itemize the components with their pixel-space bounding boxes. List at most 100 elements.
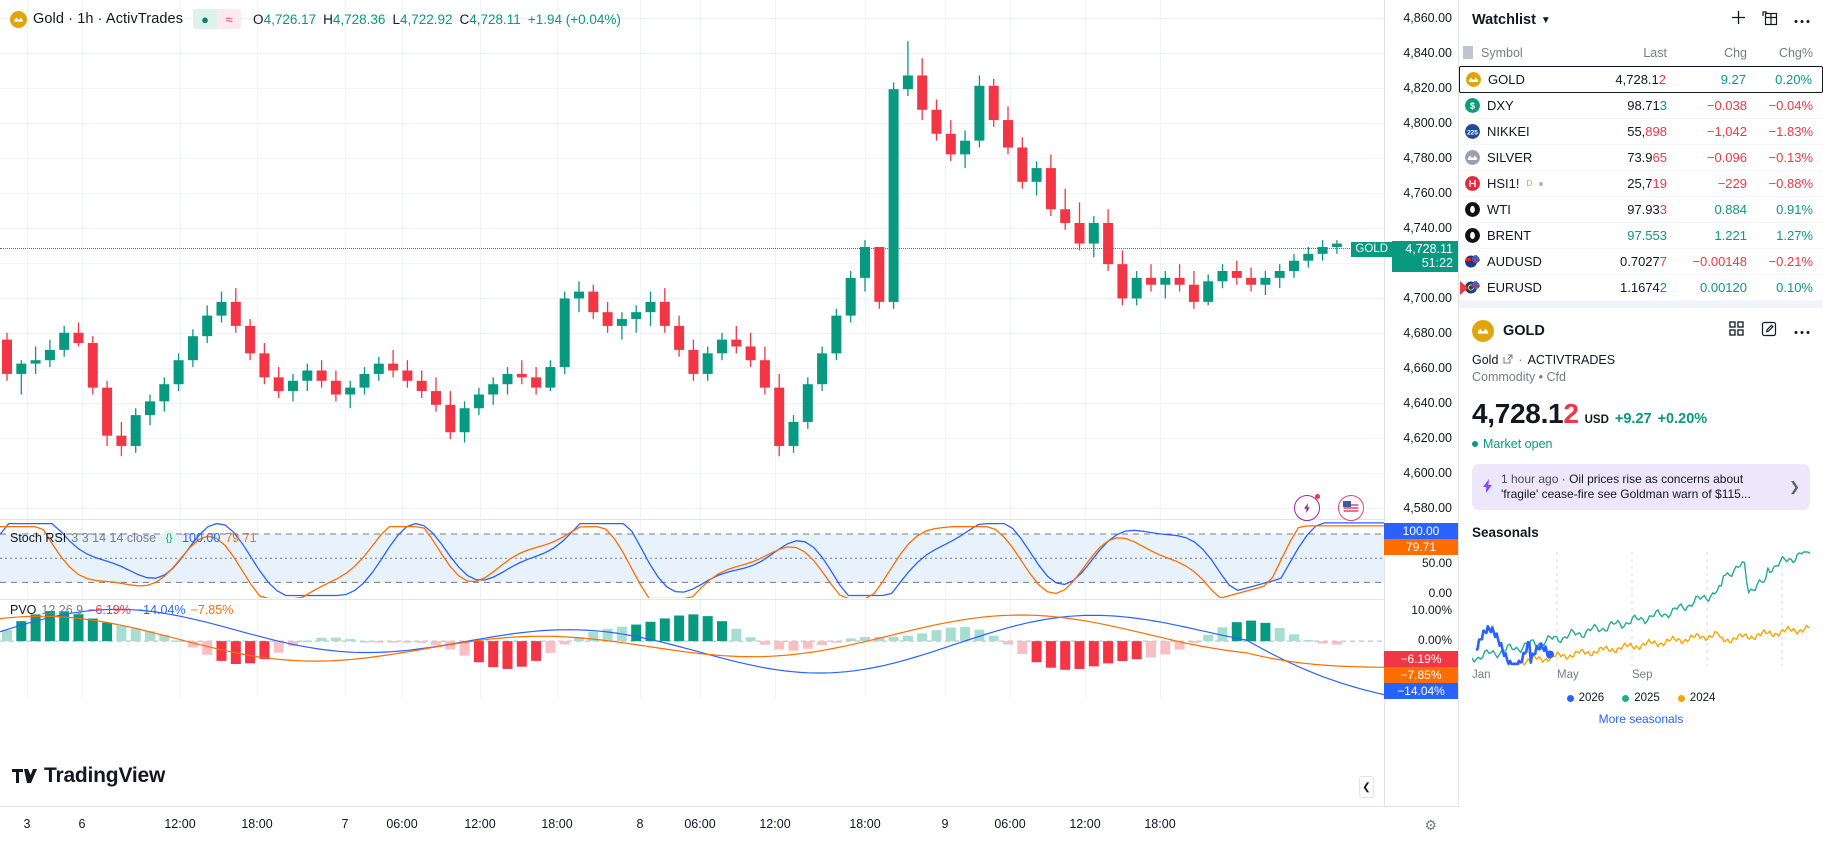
row-symbol-cell: GOLD bbox=[1466, 72, 1588, 87]
grid-line-h bbox=[0, 158, 1384, 159]
symbol-type: Commodity • Cfd bbox=[1472, 370, 1566, 384]
row-symbol-label: GOLD bbox=[1488, 72, 1525, 87]
current-price-tag[interactable]: GOLD 4,728.11 51:22 bbox=[1351, 241, 1458, 272]
row-chg-cell: −0.038 bbox=[1706, 98, 1747, 113]
add-symbol-icon[interactable] bbox=[1731, 10, 1746, 30]
pvo-series bbox=[0, 608, 1385, 696]
time-tick: 06:00 bbox=[684, 817, 716, 831]
row-last-cell: 1.16742 bbox=[1620, 280, 1667, 295]
row-symbol-cell: SILVER bbox=[1465, 150, 1589, 165]
row-chg-cell: −0.00148 bbox=[1692, 254, 1747, 269]
grid-line-h bbox=[0, 123, 1384, 124]
main-price-pane[interactable] bbox=[0, 0, 1385, 518]
pvo-scale-tag-619: −6.19% bbox=[1384, 651, 1458, 667]
gear-icon[interactable]: ⚙ bbox=[1424, 817, 1437, 833]
symbol-change-abs: +9.27 bbox=[1614, 411, 1652, 427]
column-symbol[interactable]: Symbol bbox=[1481, 45, 1523, 60]
watchlist-row-audusd[interactable]: AUDUSD 0.70277 −0.00148 −0.21% bbox=[1459, 249, 1823, 275]
more-options-icon[interactable] bbox=[1794, 11, 1810, 29]
stoch-rsi-legend[interactable]: Stoch RSI 3 3 14 14 close {} 100.00 79.7… bbox=[10, 530, 257, 546]
time-axis[interactable]: 3 6 12:00 18:00 7 06:00 12:00 18:00 8 06:00 12:00 1… bbox=[0, 806, 1459, 842]
source-code-icon[interactable]: {} bbox=[161, 530, 178, 546]
price-tick: 4,860.00 bbox=[1403, 11, 1452, 25]
watchlist-row-eurusd[interactable]: EURUSD 1.16742 0.00120 0.10% bbox=[1459, 275, 1823, 301]
layout-icon[interactable] bbox=[1762, 10, 1778, 31]
time-tick: 18:00 bbox=[1144, 817, 1176, 831]
grid-view-icon[interactable] bbox=[1729, 321, 1744, 341]
candle-style-icon[interactable]: ● bbox=[193, 9, 218, 29]
silver-icon bbox=[1465, 150, 1480, 165]
price-tick: 4,640.00 bbox=[1403, 396, 1452, 410]
svg-text:$: $ bbox=[1470, 101, 1475, 111]
chevron-down-icon[interactable]: ▼ bbox=[1540, 14, 1551, 26]
chart-area[interactable]: GOLD 4,728.11 51:22 Gold · 1h · ActivTra… bbox=[0, 0, 1459, 842]
chart-float-buttons[interactable] bbox=[1294, 494, 1364, 521]
price-tick: 4,620.00 bbox=[1403, 431, 1452, 445]
external-link-icon[interactable] bbox=[1503, 353, 1513, 367]
chart-legend[interactable]: Gold · 1h · ActivTrades ● ≈ O4,726.17 H4… bbox=[10, 9, 621, 29]
seasonals-legend-item-2024[interactable]: 2024 bbox=[1677, 692, 1715, 704]
symbol-info-panel: GOLD Gold · bbox=[1459, 308, 1823, 451]
brent-icon bbox=[1465, 228, 1480, 243]
watchlist-rows: GOLD 4,728.12 9.27 0.20% $ DXY 98.713 −0.038 −0.… bbox=[1459, 66, 1823, 301]
edit-icon[interactable] bbox=[1761, 321, 1777, 342]
row-chgp-cell: −1.83% bbox=[1768, 124, 1813, 139]
alert-lightning-icon[interactable] bbox=[1294, 494, 1320, 521]
news-card[interactable]: 1 hour ago · Oil prices rise as concerns… bbox=[1472, 464, 1810, 510]
pvo-legend[interactable]: PVO 12 26 9 −6.19% −14.04% −7.85% bbox=[10, 603, 233, 617]
pvo-hist-value: −14.04% bbox=[135, 603, 186, 617]
watchlist-row-wti[interactable]: WTI 97.933 0.884 0.91% bbox=[1459, 197, 1823, 223]
more-options-icon[interactable] bbox=[1794, 322, 1810, 340]
us-flag-icon[interactable] bbox=[1338, 495, 1364, 521]
column-last[interactable]: Last bbox=[1643, 45, 1667, 60]
time-tick: 06:00 bbox=[994, 817, 1026, 831]
row-chgp-cell: −0.88% bbox=[1768, 176, 1813, 191]
time-tick: 9 bbox=[941, 817, 949, 831]
watchlist-row-brent[interactable]: BRENT 97.553 1.221 1.27% bbox=[1459, 223, 1823, 249]
row-symbol-label: HSI1! bbox=[1487, 176, 1520, 191]
seasonals-legend-item-2026[interactable]: 2026 bbox=[1566, 692, 1604, 704]
watchlist-row-gold[interactable]: GOLD 4,728.12 9.27 0.20% bbox=[1459, 66, 1823, 93]
price-scale[interactable]: 4,860.00 4,840.00 4,820.00 4,800.00 4,780.00… bbox=[1384, 0, 1458, 842]
price-tick: 4,660.00 bbox=[1403, 361, 1452, 375]
wave-icon[interactable]: ≈ bbox=[217, 9, 242, 29]
watchlist-row-dxy[interactable]: $ DXY 98.713 −0.038 −0.04% bbox=[1459, 93, 1823, 119]
candlestick-series bbox=[2, 41, 1342, 457]
scroll-to-realtime-button[interactable]: ❮ bbox=[1359, 776, 1374, 798]
seasonals-chart[interactable] bbox=[1471, 548, 1811, 666]
row-last-cell: 55,898 bbox=[1627, 124, 1667, 139]
symbol-price-frac: 2 bbox=[1563, 398, 1579, 429]
pane-separator[interactable] bbox=[0, 519, 1458, 520]
time-tick: 18:00 bbox=[241, 817, 273, 831]
gold-icon bbox=[1466, 72, 1481, 87]
stoch-rsi-pane[interactable] bbox=[0, 520, 1385, 598]
row-chg-cell: −0.096 bbox=[1706, 150, 1747, 165]
row-chgp-cell: −0.13% bbox=[1768, 150, 1813, 165]
column-chgp[interactable]: Chg% bbox=[1778, 45, 1813, 60]
watchlist-row-hsi1[interactable]: HSI1! D 25,719 −229 −0.88% bbox=[1459, 171, 1823, 197]
grid-line-v bbox=[180, 0, 181, 698]
chart-title[interactable]: Gold · 1h · ActivTrades bbox=[33, 11, 184, 27]
chevron-right-icon[interactable]: ❯ bbox=[1789, 479, 1800, 494]
seasonals-legend-item-2025[interactable]: 2025 bbox=[1622, 692, 1660, 704]
row-chg-cell: 0.884 bbox=[1714, 202, 1747, 217]
watchlist-row-silver[interactable]: SILVER 73.965 −0.096 −0.13% bbox=[1459, 145, 1823, 171]
pvo-scale-tag-1404: −14.04% bbox=[1384, 683, 1458, 699]
watchlist-title[interactable]: Watchlist bbox=[1472, 12, 1536, 28]
row-symbol-label: DXY bbox=[1487, 98, 1514, 113]
row-chgp-cell: −0.21% bbox=[1768, 254, 1813, 269]
grid-line-v bbox=[640, 0, 641, 698]
row-symbol-cell: WTI bbox=[1465, 202, 1589, 217]
pvo-pane[interactable] bbox=[0, 600, 1385, 698]
price-tick: 4,840.00 bbox=[1403, 46, 1452, 60]
grid-line-h bbox=[0, 473, 1384, 474]
column-chg[interactable]: Chg bbox=[1724, 45, 1747, 60]
row-symbol-cell: HSI1! D bbox=[1465, 176, 1589, 191]
watchlist-row-nikkei[interactable]: 225 NIKKEI 55,898 −1,042 −1.83% bbox=[1459, 119, 1823, 145]
more-seasonals-link[interactable]: More seasonals bbox=[1598, 712, 1684, 726]
seasonals-legend[interactable]: 2026 2025 2024 bbox=[1472, 692, 1810, 704]
pane-separator-2[interactable] bbox=[0, 599, 1458, 600]
time-tick: 3 bbox=[23, 817, 31, 831]
symbol-price-main: 4,728.1 bbox=[1472, 398, 1564, 429]
row-symbol-label: NIKKEI bbox=[1487, 124, 1530, 139]
